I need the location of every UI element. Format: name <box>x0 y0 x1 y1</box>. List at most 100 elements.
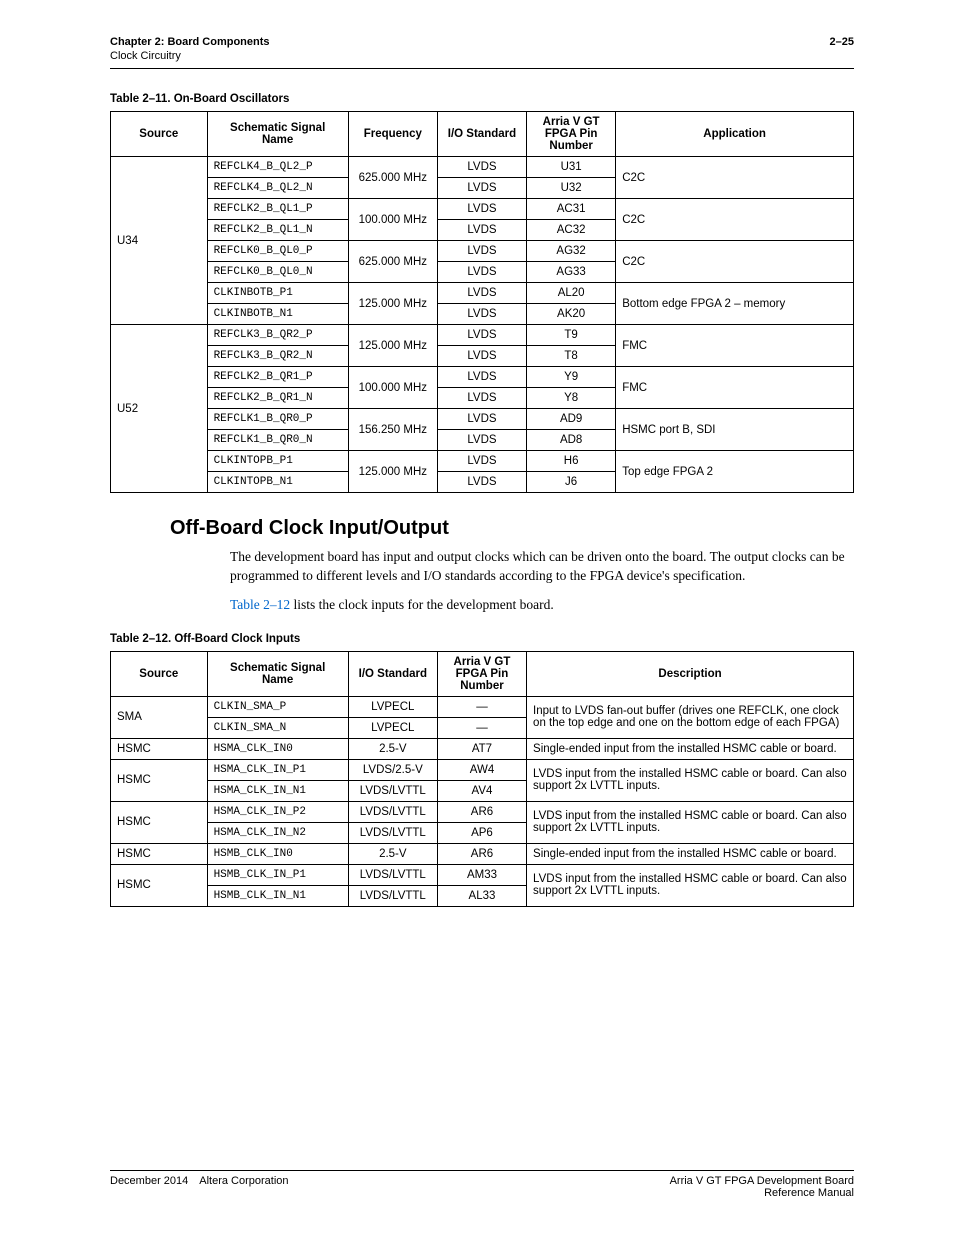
pin-cell: AD8 <box>527 430 616 451</box>
table-header: Source <box>111 651 208 696</box>
table-header: I/O Standard <box>348 651 437 696</box>
pin-cell: AP6 <box>437 822 526 843</box>
io-cell: LVDS/LVTTL <box>348 801 437 822</box>
table-row: HSMCHSMA_CLK_IN_P2LVDS/LVTTLAR6LVDS inpu… <box>111 801 854 822</box>
table-row: HSMCHSMB_CLK_IN02.5-VAR6Single-ended inp… <box>111 843 854 864</box>
pin-cell: AR6 <box>437 801 526 822</box>
pin-cell: AM33 <box>437 864 526 885</box>
pin-cell: Y8 <box>527 388 616 409</box>
table-header: Frequency <box>348 112 437 157</box>
io-cell: LVDS <box>437 325 526 346</box>
signal-cell: HSMA_CLK_IN_N1 <box>207 780 348 801</box>
footer-right-1: Arria V GT FPGA Development Board <box>670 1175 854 1187</box>
source-cell: HSMC <box>111 759 208 801</box>
io-cell: LVDS/LVTTL <box>348 822 437 843</box>
page-header: Chapter 2: Board Components 2–25 <box>110 36 854 48</box>
pin-cell: AW4 <box>437 759 526 780</box>
io-cell: LVDS <box>437 220 526 241</box>
section-name: Clock Circuitry <box>110 50 854 62</box>
pin-cell: AG32 <box>527 241 616 262</box>
page-footer: December 2014 Altera Corporation Arria V… <box>110 1170 854 1199</box>
app-cell: Top edge FPGA 2 <box>616 451 854 493</box>
pin-cell: U32 <box>527 178 616 199</box>
freq-cell: 125.000 MHz <box>348 283 437 325</box>
io-cell: LVDS <box>437 262 526 283</box>
body-para-2: Table 2–12 lists the clock inputs for th… <box>230 596 854 615</box>
pin-cell: AK20 <box>527 304 616 325</box>
desc-cell: LVDS input from the installed HSMC cable… <box>527 759 854 801</box>
io-cell: LVDS <box>437 241 526 262</box>
signal-cell: CLKINBOTB_N1 <box>207 304 348 325</box>
io-cell: LVPECL <box>348 696 437 717</box>
signal-cell: HSMA_CLK_IN_P2 <box>207 801 348 822</box>
pin-cell: H6 <box>527 451 616 472</box>
pin-cell: AC31 <box>527 199 616 220</box>
pin-cell: U31 <box>527 157 616 178</box>
chapter-title: Chapter 2: Board Components <box>110 36 270 48</box>
freq-cell: 625.000 MHz <box>348 157 437 199</box>
io-cell: LVDS <box>437 409 526 430</box>
signal-cell: CLKIN_SMA_P <box>207 696 348 717</box>
table-row: HSMCHSMA_CLK_IN02.5-VAT7Single-ended inp… <box>111 738 854 759</box>
app-cell: FMC <box>616 367 854 409</box>
pin-cell: T9 <box>527 325 616 346</box>
footer-right: Arria V GT FPGA Development Board Refere… <box>670 1175 854 1199</box>
pin-cell: AL33 <box>437 885 526 906</box>
signal-cell: HSMB_CLK_IN0 <box>207 843 348 864</box>
table-header: Schematic Signal Name <box>207 651 348 696</box>
body-para-2-rest: lists the clock inputs for the developme… <box>290 597 554 612</box>
io-cell: LVDS <box>437 472 526 493</box>
signal-cell: CLKINBOTB_P1 <box>207 283 348 304</box>
app-cell: HSMC port B, SDI <box>616 409 854 451</box>
table-header: Arria V GT FPGA Pin Number <box>437 651 526 696</box>
freq-cell: 125.000 MHz <box>348 451 437 493</box>
signal-cell: REFCLK2_B_QL1_N <box>207 220 348 241</box>
signal-cell: REFCLK3_B_QR2_P <box>207 325 348 346</box>
source-cell: U34 <box>111 157 208 325</box>
signal-cell: REFCLK4_B_QL2_P <box>207 157 348 178</box>
footer-right-2: Reference Manual <box>764 1187 854 1199</box>
io-cell: LVDS <box>437 304 526 325</box>
table-row: HSMCHSMA_CLK_IN_P1LVDS/2.5-VAW4LVDS inpu… <box>111 759 854 780</box>
table-row: CLKINTOPB_P1125.000 MHzLVDSH6Top edge FP… <box>111 451 854 472</box>
io-cell: LVDS/LVTTL <box>348 780 437 801</box>
source-cell: HSMC <box>111 843 208 864</box>
pin-cell: AC32 <box>527 220 616 241</box>
app-cell: C2C <box>616 199 854 241</box>
source-cell: HSMC <box>111 864 208 906</box>
footer-left: December 2014 Altera Corporation <box>110 1175 289 1199</box>
io-cell: 2.5-V <box>348 843 437 864</box>
source-cell: SMA <box>111 696 208 738</box>
signal-cell: HSMA_CLK_IN_P1 <box>207 759 348 780</box>
io-cell: LVDS <box>437 346 526 367</box>
table-12-link[interactable]: Table 2–12 <box>230 597 290 612</box>
signal-cell: HSMA_CLK_IN_N2 <box>207 822 348 843</box>
signal-cell: REFCLK1_B_QR0_P <box>207 409 348 430</box>
io-cell: LVDS <box>437 283 526 304</box>
io-cell: LVDS <box>437 199 526 220</box>
desc-cell: LVDS input from the installed HSMC cable… <box>527 801 854 843</box>
io-cell: LVDS <box>437 178 526 199</box>
pin-cell: — <box>437 696 526 717</box>
desc-cell: Input to LVDS fan-out buffer (drives one… <box>527 696 854 738</box>
table-row: REFCLK0_B_QL0_P625.000 MHzLVDSAG32C2C <box>111 241 854 262</box>
table-12: SourceSchematic Signal NameI/O StandardA… <box>110 651 854 907</box>
table-row: SMACLKIN_SMA_PLVPECL—Input to LVDS fan-o… <box>111 696 854 717</box>
desc-cell: Single-ended input from the installed HS… <box>527 738 854 759</box>
signal-cell: HSMA_CLK_IN0 <box>207 738 348 759</box>
io-cell: LVDS <box>437 430 526 451</box>
signal-cell: HSMB_CLK_IN_N1 <box>207 885 348 906</box>
signal-cell: REFCLK0_B_QL0_N <box>207 262 348 283</box>
table-header: Schematic Signal Name <box>207 112 348 157</box>
signal-cell: REFCLK3_B_QR2_N <box>207 346 348 367</box>
io-cell: LVDS <box>437 157 526 178</box>
pin-cell: AR6 <box>437 843 526 864</box>
header-rule <box>110 68 854 69</box>
table-header: I/O Standard <box>437 112 526 157</box>
table-row: CLKINBOTB_P1125.000 MHzLVDSAL20Bottom ed… <box>111 283 854 304</box>
pin-cell: AV4 <box>437 780 526 801</box>
pin-cell: T8 <box>527 346 616 367</box>
table-row: U52REFCLK3_B_QR2_P125.000 MHzLVDST9FMC <box>111 325 854 346</box>
pin-cell: J6 <box>527 472 616 493</box>
signal-cell: HSMB_CLK_IN_P1 <box>207 864 348 885</box>
